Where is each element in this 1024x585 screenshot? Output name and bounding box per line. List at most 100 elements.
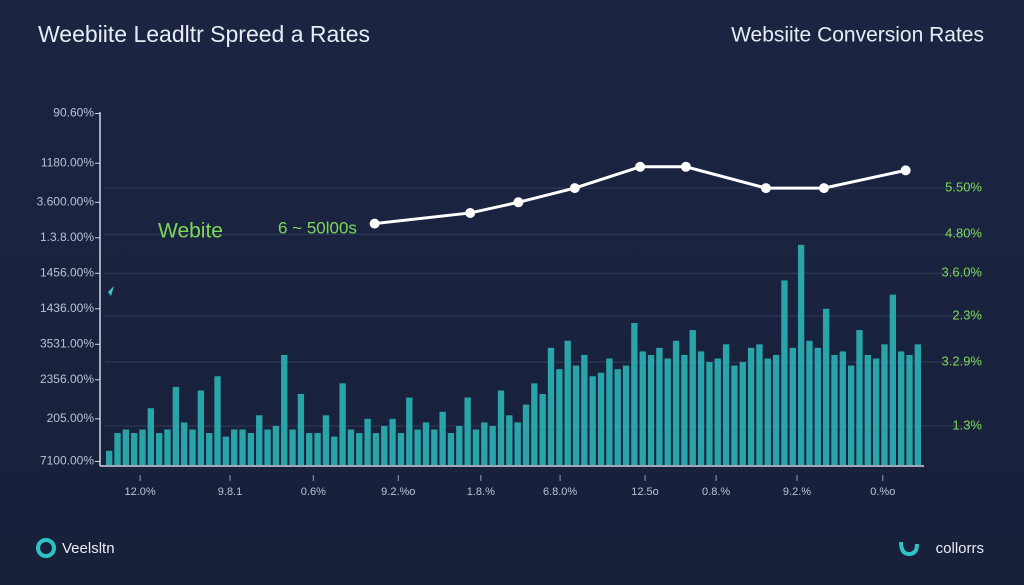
y-tick-label: 1456.00% bbox=[40, 265, 94, 279]
bar bbox=[864, 354, 871, 465]
marker-icon bbox=[108, 286, 114, 296]
bar bbox=[356, 433, 363, 465]
bar bbox=[647, 354, 655, 465]
bar bbox=[164, 429, 171, 465]
bar bbox=[147, 408, 155, 465]
x-tick-label: 0.6% bbox=[301, 486, 326, 498]
bar bbox=[364, 418, 371, 465]
bar bbox=[681, 354, 688, 465]
bar bbox=[456, 425, 463, 465]
y-tick-label: 205.00% bbox=[47, 411, 95, 425]
bar bbox=[881, 344, 888, 465]
bar bbox=[664, 358, 671, 465]
bar bbox=[231, 429, 238, 465]
bar bbox=[831, 354, 838, 465]
bar bbox=[131, 433, 138, 465]
x-tick-label: 6.8.0% bbox=[543, 486, 577, 498]
bar bbox=[372, 433, 380, 465]
bar bbox=[389, 418, 396, 465]
bar bbox=[781, 280, 788, 465]
line-point bbox=[513, 197, 524, 208]
bar bbox=[414, 429, 421, 465]
bar bbox=[189, 429, 196, 465]
annotation: Webite bbox=[158, 220, 223, 243]
y-tick-label: 3531.00% bbox=[40, 336, 94, 350]
bar bbox=[539, 394, 546, 465]
x-tick-label: 0.%o bbox=[870, 486, 895, 498]
bar bbox=[322, 415, 330, 465]
bar bbox=[806, 340, 813, 465]
bar bbox=[339, 383, 346, 465]
right-title: Websiite Conversion Rates bbox=[731, 24, 984, 47]
bar bbox=[464, 397, 471, 465]
bar bbox=[239, 429, 246, 465]
bar bbox=[589, 376, 596, 465]
bar bbox=[181, 422, 188, 465]
bar bbox=[722, 344, 730, 465]
bar bbox=[872, 358, 880, 465]
y-tick-label: 2356.00% bbox=[40, 372, 94, 386]
bar bbox=[839, 351, 846, 465]
line-point bbox=[760, 183, 771, 194]
bar bbox=[906, 354, 913, 465]
bar bbox=[697, 351, 705, 465]
bar bbox=[856, 330, 863, 465]
bar bbox=[114, 433, 121, 465]
bar bbox=[572, 365, 580, 465]
bar bbox=[914, 344, 921, 465]
y-tick-label: 90.60% bbox=[53, 106, 94, 120]
x-tick-label: 1.8.% bbox=[467, 486, 495, 498]
footer-right: collorrs bbox=[936, 540, 984, 557]
bar bbox=[581, 354, 588, 465]
bar bbox=[731, 365, 738, 465]
bar bbox=[314, 433, 321, 465]
y-tick-label: 1436.00% bbox=[40, 301, 94, 315]
bar bbox=[431, 429, 438, 465]
x-tick-label: 9.8.1 bbox=[218, 486, 242, 498]
bar bbox=[256, 415, 263, 465]
x-tick-label: 9.2.%o bbox=[381, 486, 415, 498]
bar bbox=[447, 433, 455, 465]
x-tick-label: 12.5o bbox=[631, 486, 659, 498]
bar bbox=[531, 383, 538, 465]
x-tick-label: 0.8.% bbox=[702, 486, 730, 498]
bar bbox=[331, 436, 338, 465]
x-tick-label: 12.0% bbox=[125, 486, 156, 498]
bar bbox=[297, 394, 305, 465]
right-logo bbox=[899, 541, 919, 557]
y2-tick-label: 3.2.9% bbox=[942, 353, 983, 368]
bar bbox=[197, 390, 205, 465]
bar bbox=[272, 425, 280, 465]
bar bbox=[614, 369, 621, 465]
bar bbox=[439, 411, 446, 465]
bar bbox=[506, 415, 513, 465]
bar bbox=[639, 351, 646, 465]
bar bbox=[889, 294, 896, 465]
bar bbox=[822, 308, 830, 465]
bar bbox=[172, 386, 180, 465]
bar bbox=[714, 358, 721, 465]
left-logo bbox=[36, 538, 56, 558]
bar bbox=[772, 354, 780, 465]
bar bbox=[514, 422, 521, 465]
bar bbox=[814, 347, 821, 465]
bar bbox=[214, 376, 221, 465]
line-point bbox=[465, 207, 476, 218]
bar bbox=[597, 372, 605, 465]
bar bbox=[264, 429, 271, 465]
bar bbox=[789, 347, 796, 465]
bar bbox=[489, 425, 496, 465]
y-tick-label: 7100.00% bbox=[40, 454, 94, 468]
bar bbox=[522, 404, 530, 465]
bar bbox=[689, 330, 696, 465]
y2-tick-label: 4.80% bbox=[945, 226, 982, 241]
line-point bbox=[900, 165, 911, 176]
line-point bbox=[569, 183, 580, 194]
left-title: Weebiite Leadltr Spreed a Rates bbox=[38, 21, 370, 47]
y2-tick-label: 5.50% bbox=[945, 180, 982, 195]
bar bbox=[847, 365, 855, 465]
bar bbox=[139, 429, 146, 465]
